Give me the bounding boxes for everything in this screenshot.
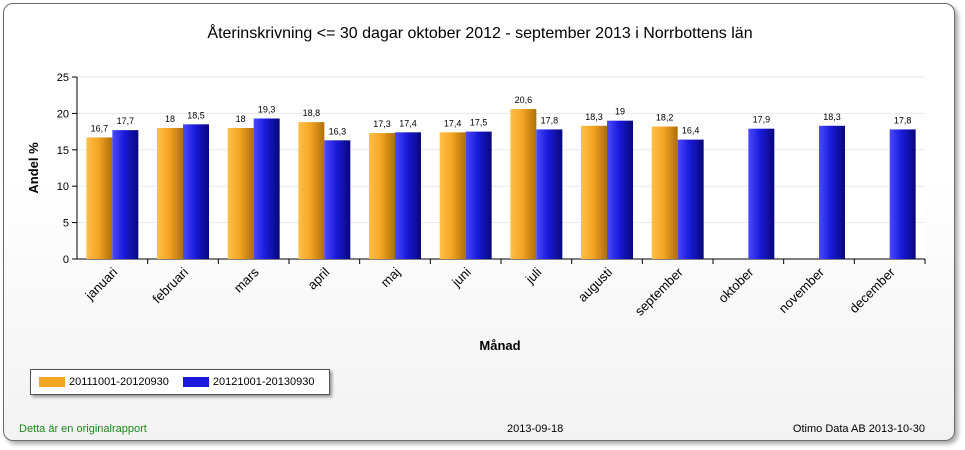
- bar: [439, 132, 466, 259]
- data-label: 18: [165, 114, 175, 124]
- data-label: 20,6: [515, 95, 533, 105]
- data-label: 17,4: [444, 118, 462, 128]
- data-label: 17,9: [753, 115, 771, 125]
- legend-swatch-series-2: [182, 377, 209, 387]
- x-axis-title: Månad: [479, 338, 520, 353]
- y-tick-label: 20: [57, 108, 69, 120]
- data-label: 18,5: [187, 110, 205, 120]
- x-tick-label: juli: [522, 264, 545, 287]
- data-label: 18,3: [823, 112, 841, 122]
- bar: [819, 125, 845, 259]
- x-tick-label: mars: [231, 264, 262, 295]
- legend-swatch-series-1: [39, 377, 65, 387]
- x-tick-label: juni: [448, 264, 474, 290]
- y-tick-label: 15: [57, 145, 69, 157]
- legend: 20111001-20120930 20121001-20130930: [30, 369, 330, 395]
- bar: [465, 131, 492, 259]
- bar: [227, 127, 254, 260]
- y-axis-title: Andel %: [26, 142, 41, 194]
- data-label: 19,3: [258, 104, 276, 114]
- x-tick-label: september: [632, 264, 687, 319]
- bar: [536, 129, 563, 259]
- data-label: 16,7: [91, 123, 109, 133]
- plot-area: 0 5 10 15 20 25 januari 16,7 17,7 februari 18 18,5 m…: [57, 72, 926, 319]
- data-label: 18,8: [303, 108, 321, 118]
- legend-item-series-1: 20111001-20120930: [39, 376, 169, 388]
- bar: [157, 127, 183, 260]
- x-tick-label: december: [846, 264, 898, 316]
- chart-title: Återinskrivning <= 30 dagar oktober 2012…: [207, 23, 752, 42]
- y-tick-label: 0: [63, 254, 69, 266]
- plot-background: [77, 77, 925, 259]
- x-tick-label: augusti: [575, 264, 615, 304]
- y-tick-label: 10: [57, 181, 69, 193]
- legend-label-series-2: 20121001-20130930: [212, 376, 315, 388]
- bar: [253, 118, 280, 259]
- bar: [889, 129, 916, 259]
- bar: [395, 132, 421, 259]
- data-label: 17,7: [117, 116, 135, 126]
- footer-company-date: Otimo Data AB 2013-10-30: [792, 423, 925, 435]
- legend-item-series-2: 20121001-20130930: [182, 376, 315, 388]
- data-label: 18,3: [585, 112, 603, 122]
- y-tick-label: 5: [63, 218, 69, 230]
- bar: [581, 125, 607, 259]
- x-tick-label: oktober: [715, 264, 757, 306]
- data-label: 18: [236, 114, 246, 124]
- bar: [298, 122, 325, 259]
- legend-label-series-1: 20111001-20120930: [69, 376, 169, 388]
- x-tick-label: november: [776, 264, 828, 316]
- data-label: 17,4: [399, 118, 417, 128]
- data-label: 16,4: [682, 126, 700, 136]
- data-label: 16,3: [329, 126, 347, 136]
- footer-report-date: 2013-09-18: [507, 423, 564, 435]
- bar: [748, 128, 775, 259]
- bar: [183, 124, 209, 259]
- x-tick-label: maj: [378, 264, 403, 289]
- data-label: 18,2: [656, 113, 674, 123]
- bar: [86, 137, 113, 259]
- y-tick-label: 25: [57, 72, 69, 84]
- data-label: 17,8: [541, 115, 559, 125]
- bar: [324, 140, 351, 259]
- bar: [112, 130, 139, 259]
- data-label: 17,8: [894, 115, 912, 125]
- bar: [510, 109, 537, 259]
- bar: [651, 126, 678, 259]
- x-tick-label: januari: [82, 264, 121, 303]
- x-tick-label: april: [304, 264, 332, 292]
- x-tick-label: februari: [149, 264, 191, 306]
- data-label: 17,3: [373, 119, 391, 129]
- data-label: 17,5: [470, 118, 488, 128]
- data-label: 19: [615, 107, 625, 117]
- footer-original-report-note: Detta är en originalrapport: [19, 423, 147, 435]
- bar: [607, 120, 633, 260]
- bar: [677, 139, 704, 259]
- bar: [369, 133, 395, 259]
